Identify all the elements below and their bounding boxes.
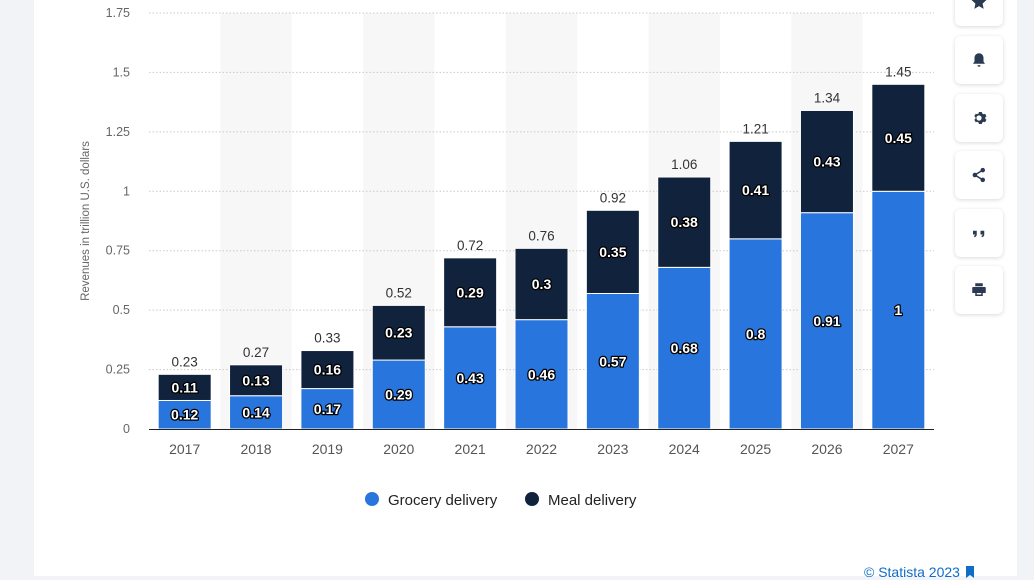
- legend-item[interactable]: Meal delivery: [525, 492, 637, 509]
- data-label: 0.43: [813, 154, 840, 170]
- data-label: 0.43: [457, 370, 484, 386]
- data-label: 0.3: [532, 276, 552, 292]
- bar-meal-delivery[interactable]: [157, 373, 212, 401]
- x-tick-label: 2017: [169, 441, 200, 457]
- data-label: 0.46: [528, 366, 555, 382]
- y-tick-label: 0.5: [113, 303, 130, 317]
- share-button[interactable]: [955, 151, 1003, 199]
- data-label: 0.12: [171, 407, 198, 423]
- y-tick-label: 0: [123, 422, 130, 436]
- gear-icon: [974, 112, 987, 124]
- data-label: 0.17: [314, 401, 341, 417]
- data-label: 1: [894, 302, 902, 318]
- data-label: 0.23: [385, 325, 412, 341]
- bar-meal-delivery[interactable]: [657, 176, 712, 268]
- x-axis-ticks: 2017 2018 2019 2020 2021 2022 2023 2024 2025 2026…: [169, 441, 914, 457]
- data-label: 0.91: [813, 313, 840, 329]
- bar-meal-delivery[interactable]: [371, 304, 426, 361]
- star-icon: [971, 0, 987, 9]
- share-icon: [972, 167, 985, 183]
- bar-meal-delivery[interactable]: [229, 364, 284, 397]
- bar-grocery-delivery[interactable]: [799, 212, 854, 430]
- x-tick-label: 2025: [740, 441, 771, 457]
- bar-grocery-delivery[interactable]: [157, 399, 212, 430]
- data-label: 0.35: [599, 244, 626, 260]
- bar-grocery-delivery[interactable]: [728, 238, 783, 430]
- x-tick-label: 2024: [669, 441, 700, 457]
- bar-grocery-delivery[interactable]: [229, 395, 284, 430]
- x-tick-label: 2027: [883, 441, 914, 457]
- total-label: 0.76: [528, 228, 554, 243]
- data-label: 0.13: [242, 372, 269, 388]
- x-tick-label: 2022: [526, 441, 557, 457]
- bars: 0.12 0.11 0.23 0.14 0.13 0.27 0.17 0.16 0.33 0.29…: [157, 64, 926, 430]
- legend-swatch: [525, 492, 539, 506]
- y-tick-label: 0.25: [106, 363, 130, 377]
- bar-meal-delivery[interactable]: [799, 109, 854, 214]
- data-label: 0.57: [599, 353, 626, 369]
- bar-grocery-delivery[interactable]: [300, 388, 355, 430]
- x-tick-label: 2026: [811, 441, 842, 457]
- bar-meal-delivery[interactable]: [300, 350, 355, 390]
- bell-icon: [973, 53, 985, 67]
- legend-label: Grocery delivery: [388, 492, 498, 509]
- total-label: 0.23: [172, 354, 198, 369]
- favorite-button[interactable]: [955, 0, 1003, 26]
- total-label: 1.21: [742, 121, 768, 136]
- data-label: 0.29: [385, 387, 412, 403]
- legend-item[interactable]: Grocery delivery: [365, 492, 498, 509]
- total-label: 0.52: [386, 285, 412, 300]
- y-tick-label: 1.25: [106, 125, 130, 139]
- data-label: 0.41: [742, 182, 769, 198]
- bar-grocery-delivery[interactable]: [371, 359, 426, 430]
- x-tick-label: 2019: [312, 441, 343, 457]
- total-label: 0.92: [600, 190, 626, 205]
- bar-grocery-delivery[interactable]: [871, 190, 926, 430]
- legend: Grocery delivery Meal delivery: [365, 492, 637, 509]
- data-label: 0.45: [885, 130, 912, 146]
- data-label: 0.38: [671, 214, 698, 230]
- printer-icon: [972, 283, 986, 296]
- legend-swatch: [365, 492, 379, 506]
- copyright-text: © Statista 2023: [864, 564, 960, 580]
- cite-button[interactable]: [955, 209, 1003, 257]
- bar-meal-delivery[interactable]: [585, 209, 640, 295]
- y-tick-label: 1: [123, 184, 130, 198]
- legend-label: Meal delivery: [548, 492, 637, 509]
- x-tick-label: 2018: [240, 441, 271, 457]
- total-label: 0.33: [314, 331, 340, 346]
- y-axis-ticks: 0 0.25 0.5 0.75 1 1.25 1.5 1.75: [106, 6, 130, 436]
- data-label: 0.8: [746, 326, 766, 342]
- total-label: 0.72: [457, 238, 483, 253]
- bar-grocery-delivery[interactable]: [585, 293, 640, 430]
- total-label: 1.34: [814, 90, 841, 105]
- x-tick-label: 2023: [597, 441, 628, 457]
- y-axis-label: Revenues in trillion U.S. dollars: [80, 141, 92, 301]
- total-label: 1.45: [885, 64, 911, 79]
- print-button[interactable]: [955, 266, 1003, 314]
- quote-icon: [973, 230, 985, 238]
- copyright-link[interactable]: © Statista 2023: [864, 564, 974, 580]
- flag-icon: [965, 566, 974, 578]
- total-label: 0.27: [243, 345, 269, 360]
- category-band: [220, 13, 292, 429]
- bar-meal-delivery[interactable]: [728, 140, 783, 240]
- y-tick-label: 1.5: [113, 65, 130, 79]
- bar-meal-delivery[interactable]: [443, 257, 498, 328]
- data-label: 0.11: [171, 379, 198, 395]
- data-label: 0.68: [671, 340, 698, 356]
- notification-button[interactable]: [955, 36, 1003, 84]
- bar-meal-delivery[interactable]: [871, 83, 926, 192]
- data-label: 0.14: [242, 404, 269, 420]
- data-label: 0.16: [314, 362, 341, 378]
- x-tick-label: 2021: [455, 441, 486, 457]
- y-tick-label: 1.75: [106, 6, 130, 20]
- y-tick-label: 0.75: [106, 244, 130, 258]
- settings-button[interactable]: [955, 94, 1003, 142]
- total-label: 1.06: [671, 157, 697, 172]
- bar-meal-delivery[interactable]: [514, 247, 569, 321]
- data-label: 0.29: [457, 284, 484, 300]
- x-tick-label: 2020: [383, 441, 414, 457]
